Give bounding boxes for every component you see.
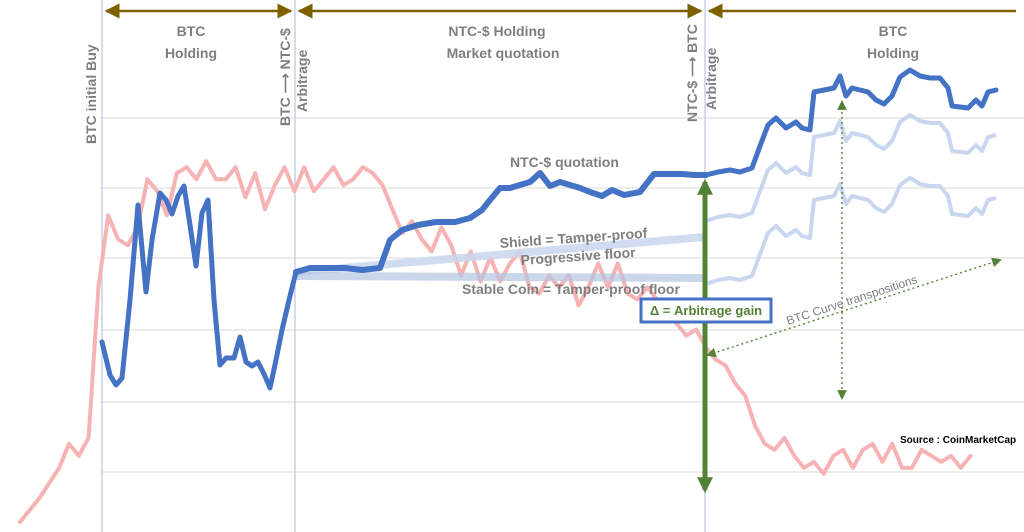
transposition-arrow-diagonal [706,257,1002,358]
phase-3-line1: BTC [879,23,908,39]
stable-coin-floor [297,272,705,282]
btc-transposed-curve-2 [705,176,997,286]
btc-holding-line-1 [99,183,299,391]
label-to-btc: NTC-$ ⟶ BTC [684,24,700,122]
annotation-source: Source : CoinMarketCap [900,435,1016,446]
annotation-transpositions: BTC Curve transpositions [785,272,919,328]
phase-2-line1: NTC-$ Holding [448,23,545,39]
phase-2-line2: Market quotation [447,45,560,61]
shield-progressive-floor [297,233,705,276]
arbitrage-gain-label: Δ = Arbitrage gain [650,303,762,318]
btc-price-line [18,159,973,524]
gridlines [102,117,1024,473]
phase-3-line2: Holding [867,45,919,61]
annotation-stable-coin: Stable Coin = Tamper-proof floor [462,281,680,297]
label-to-ntc: BTC ⟶ NTC-$ [277,28,293,126]
btc-holding-line-2 [703,67,999,178]
phase-1-line2: Holding [165,45,217,61]
label-arbitrage-2: Arbitrage [703,48,719,110]
label-arbitrage-1: Arbitrage [294,50,310,112]
btc-transposed-curve-1 [705,113,997,223]
phase-1-line1: BTC [177,23,206,39]
ntc-quotation-line [293,170,709,275]
label-initial-buy: BTC initial Buy [83,44,99,144]
annotation-ntc-quotation: NTC-$ quotation [510,154,619,170]
arbitrage-gain-box [639,297,773,324]
